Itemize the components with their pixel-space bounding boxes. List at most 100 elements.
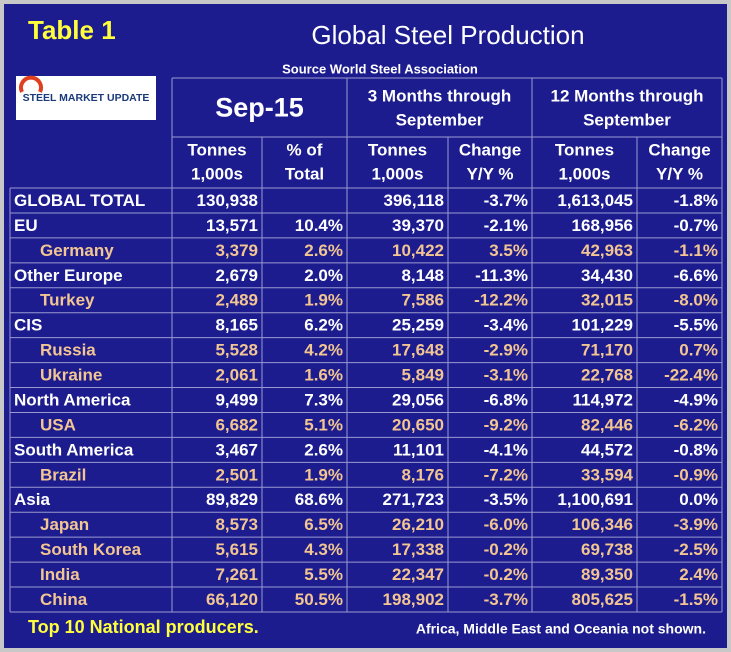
cell: 7,586	[401, 291, 444, 310]
cell: -1.8%	[674, 191, 718, 210]
cell: 198,902	[383, 590, 444, 609]
cell: 2,489	[215, 291, 258, 310]
cell: 5,528	[215, 341, 258, 360]
column-header: 1,000s	[191, 164, 243, 183]
cell: 8,165	[215, 316, 258, 335]
cell: -0.2%	[484, 565, 528, 584]
column-header: Y/Y %	[656, 164, 703, 183]
cell: 68.6%	[295, 490, 343, 509]
region-label: Asia	[14, 490, 50, 509]
cell: -9.2%	[484, 415, 528, 434]
cell: 4.3%	[304, 540, 343, 559]
country-label: Brazil	[40, 465, 86, 484]
cell: -8.0%	[674, 291, 718, 310]
cell: 22,768	[581, 366, 633, 385]
cell: 805,625	[572, 590, 633, 609]
cell: 5,615	[215, 540, 258, 559]
column-header: Tonnes	[555, 140, 614, 159]
cell: 33,594	[581, 465, 634, 484]
cell: 6.5%	[304, 515, 343, 534]
cell: 6,682	[215, 415, 258, 434]
cell: 7.3%	[304, 390, 343, 409]
cell: -1.5%	[674, 590, 718, 609]
cell: 11,101	[393, 440, 444, 459]
cell: -1.1%	[674, 241, 718, 260]
cell: 0.7%	[679, 341, 718, 360]
region-label: North America	[14, 390, 131, 409]
cell: 8,573	[215, 515, 258, 534]
country-label: Turkey	[40, 291, 95, 310]
column-header: Y/Y %	[467, 164, 514, 183]
source: Source World Steel Association	[282, 61, 478, 76]
cell: 8,176	[401, 465, 444, 484]
cell: 71,170	[581, 341, 633, 360]
cell: 1.6%	[304, 366, 343, 385]
column-header: Tonnes	[368, 140, 427, 159]
cell: 17,648	[392, 341, 444, 360]
cell: -3.9%	[674, 515, 718, 534]
cell: 22,347	[392, 565, 444, 584]
country-label: Japan	[40, 515, 89, 534]
cell: 130,938	[197, 191, 258, 210]
cell: -0.8%	[674, 440, 718, 459]
region-label: South America	[14, 440, 134, 459]
cell: -0.7%	[674, 216, 718, 235]
cell: -3.5%	[484, 490, 528, 509]
cell: -6.0%	[484, 515, 528, 534]
cell: 4.2%	[304, 341, 343, 360]
logo-swoosh	[19, 75, 43, 93]
cell: 114,972	[572, 390, 633, 409]
cell: 5.5%	[304, 565, 343, 584]
cell: 13,571	[206, 216, 258, 235]
logo-text: STEEL MARKET UPDATE	[23, 92, 150, 104]
cell: 2,061	[215, 366, 258, 385]
period-header: 3 Months through	[368, 86, 512, 105]
cell: 3,379	[215, 241, 258, 260]
cell: 3,467	[215, 440, 258, 459]
cell: 0.0%	[679, 490, 718, 509]
column-header: Tonnes	[187, 140, 246, 159]
cell: 2,679	[215, 266, 258, 285]
cell: 89,829	[206, 490, 258, 509]
cell: 6.2%	[304, 316, 343, 335]
region-label: EU	[14, 216, 38, 235]
cell: 20,650	[392, 415, 444, 434]
cell: -22.4%	[664, 366, 718, 385]
badge: Table 1	[28, 15, 116, 45]
cell: -6.2%	[674, 415, 718, 434]
cell: 1.9%	[304, 465, 343, 484]
cell: 2,501	[215, 465, 258, 484]
cell: 106,346	[572, 515, 633, 534]
period-header: September	[583, 110, 671, 129]
cell: -0.2%	[484, 540, 528, 559]
cell: -3.4%	[484, 316, 528, 335]
cell: 3.5%	[489, 241, 528, 260]
cell: 101,229	[572, 316, 633, 335]
column-header: 1,000s	[372, 164, 424, 183]
cell: -0.9%	[674, 465, 718, 484]
country-label: USA	[40, 415, 76, 434]
cell: 89,350	[581, 565, 633, 584]
column-header: Change	[459, 140, 521, 159]
region-label: CIS	[14, 316, 42, 335]
cell: -5.5%	[674, 316, 718, 335]
cell: -6.8%	[484, 390, 528, 409]
cell: 50.5%	[295, 590, 343, 609]
cell: -7.2%	[484, 465, 528, 484]
cell: -12.2%	[474, 291, 528, 310]
country-label: China	[40, 590, 88, 609]
cell: 44,572	[581, 440, 633, 459]
footer-note: Top 10 National producers.	[28, 617, 259, 637]
cell: 9,499	[215, 390, 258, 409]
country-label: Ukraine	[40, 366, 102, 385]
cell: 1,100,691	[557, 490, 633, 509]
cell: 2.0%	[304, 266, 343, 285]
cell: 10.4%	[295, 216, 343, 235]
period-header: September	[396, 110, 484, 129]
cell: 2.4%	[679, 565, 718, 584]
cell: 2.6%	[304, 440, 343, 459]
cell: -3.7%	[484, 191, 528, 210]
cell: 66,120	[206, 590, 258, 609]
country-label: India	[40, 565, 80, 584]
